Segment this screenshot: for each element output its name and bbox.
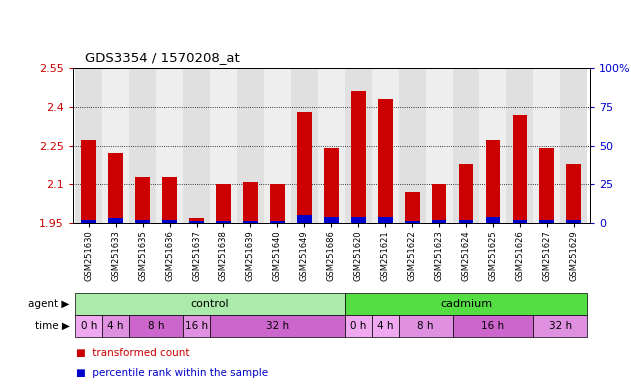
Bar: [102, 68, 129, 223]
Bar: [324, 148, 339, 223]
Bar: [81, 220, 96, 223]
Text: control: control: [191, 299, 229, 309]
Bar: [480, 68, 507, 223]
Bar: [162, 177, 177, 223]
Text: ■  percentile rank within the sample: ■ percentile rank within the sample: [76, 368, 268, 378]
Bar: [486, 140, 500, 223]
Bar: [270, 184, 285, 223]
Bar: [533, 68, 560, 223]
Bar: [452, 68, 480, 223]
Bar: [567, 220, 581, 223]
Bar: [459, 220, 473, 223]
Bar: [425, 68, 452, 223]
Bar: [216, 184, 231, 223]
Bar: [189, 218, 204, 223]
Text: 16 h: 16 h: [481, 321, 505, 331]
Text: 4 h: 4 h: [107, 321, 124, 331]
Bar: [270, 222, 285, 223]
Bar: [540, 148, 554, 223]
Bar: [109, 153, 123, 223]
Text: time ▶: time ▶: [35, 321, 69, 331]
Text: 32 h: 32 h: [266, 321, 289, 331]
Bar: [297, 215, 312, 223]
Bar: [432, 220, 447, 223]
Bar: [243, 182, 258, 223]
Bar: [351, 91, 365, 223]
Text: ■  transformed count: ■ transformed count: [76, 348, 189, 358]
Bar: [156, 68, 183, 223]
Bar: [512, 220, 528, 223]
Bar: [318, 68, 345, 223]
Text: 0 h: 0 h: [350, 321, 367, 331]
Bar: [135, 177, 150, 223]
Bar: [109, 218, 123, 223]
Bar: [486, 217, 500, 223]
Text: 0 h: 0 h: [81, 321, 97, 331]
Bar: [404, 192, 420, 223]
Bar: [378, 217, 392, 223]
Bar: [399, 68, 425, 223]
Bar: [237, 68, 264, 223]
Bar: [81, 140, 96, 223]
Bar: [135, 220, 150, 223]
Bar: [324, 217, 339, 223]
Bar: [378, 99, 392, 223]
Bar: [291, 68, 318, 223]
Bar: [75, 68, 102, 223]
Bar: [216, 222, 231, 223]
Bar: [162, 220, 177, 223]
Bar: [297, 112, 312, 223]
Text: 8 h: 8 h: [417, 321, 434, 331]
Text: agent ▶: agent ▶: [28, 299, 69, 309]
Bar: [512, 114, 528, 223]
Text: 32 h: 32 h: [549, 321, 572, 331]
Bar: [345, 68, 372, 223]
Bar: [372, 68, 399, 223]
Bar: [264, 68, 291, 223]
Bar: [351, 217, 365, 223]
Bar: [210, 68, 237, 223]
Bar: [189, 222, 204, 223]
Bar: [183, 68, 210, 223]
Bar: [243, 222, 258, 223]
Bar: [129, 68, 156, 223]
Bar: [540, 220, 554, 223]
Bar: [560, 68, 587, 223]
Text: 16 h: 16 h: [185, 321, 208, 331]
Bar: [507, 68, 533, 223]
Bar: [567, 164, 581, 223]
Bar: [459, 164, 473, 223]
Bar: [404, 222, 420, 223]
Bar: [432, 184, 447, 223]
Text: GDS3354 / 1570208_at: GDS3354 / 1570208_at: [85, 51, 240, 64]
Text: 4 h: 4 h: [377, 321, 393, 331]
Text: 8 h: 8 h: [148, 321, 164, 331]
Text: cadmium: cadmium: [440, 299, 492, 309]
